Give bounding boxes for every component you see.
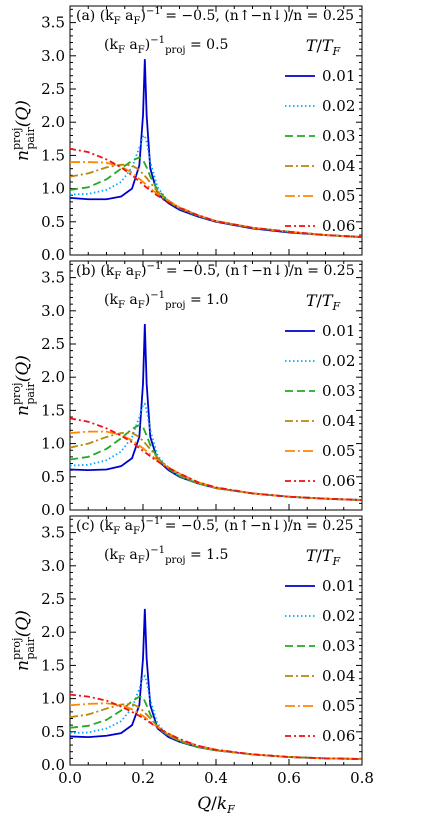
series-line-0.06 bbox=[69, 417, 363, 501]
legend-label-0.04: 0.04 bbox=[322, 667, 355, 685]
legend-title: T/TF bbox=[306, 291, 341, 313]
series-line-0.01 bbox=[69, 59, 363, 238]
series-line-0.05 bbox=[70, 161, 363, 238]
legend-label-0.03: 0.03 bbox=[322, 127, 355, 145]
panel-b: 0.0 0.5 1.0 1.5 2.0 2.5 3.0 3.5 nprojpair(Q) (b) … bbox=[10, 260, 363, 519]
y-tick-label: 3.5 bbox=[41, 14, 65, 32]
legend-label-0.06: 0.06 bbox=[322, 727, 355, 745]
x-tick-label: 0.6 bbox=[277, 769, 301, 787]
legend-label-0.02: 0.02 bbox=[322, 607, 355, 625]
series-line-0.01 bbox=[69, 324, 363, 501]
legend-label-0.06: 0.06 bbox=[322, 217, 355, 235]
legend-label-0.04: 0.04 bbox=[322, 412, 355, 430]
y-axis-title: nprojpair(Q) bbox=[10, 355, 37, 416]
panel-annotation-2: (kF​ aF​)−1​proj​ = 1.0 bbox=[104, 290, 228, 311]
y-tick-label: 0.0 bbox=[41, 756, 65, 774]
x-tick-label: 0.0 bbox=[58, 769, 82, 787]
y-tick-label: 0.0 bbox=[41, 501, 65, 519]
y-tick-label: 1.5 bbox=[41, 401, 65, 419]
legend-label-0.03: 0.03 bbox=[322, 382, 355, 400]
series-line-0.03 bbox=[69, 423, 363, 501]
series-line-0.04 bbox=[69, 432, 363, 501]
x-tick-label: 0.4 bbox=[204, 769, 228, 787]
y-tick-label: 3.5 bbox=[41, 524, 65, 542]
series-line-0.01 bbox=[69, 608, 363, 760]
panel-annotation-1: (b) (kF​ aF​)−1​ = −0.5, (n↑−n↓)/n = 0.2… bbox=[76, 261, 355, 282]
legend-label-0.05: 0.05 bbox=[322, 442, 355, 460]
y-tick-label: 1.5 bbox=[41, 656, 65, 674]
y-tick-label: 1.0 bbox=[41, 435, 65, 453]
y-tick-label: 3.0 bbox=[41, 47, 65, 65]
y-tick-label: 2.5 bbox=[41, 590, 65, 608]
panel-annotation-1: (c) (kF​ aF​)−1​ = −0.5, (n↑−n↓)/n = 0.2… bbox=[76, 516, 354, 537]
y-tick-label: 0.0 bbox=[41, 246, 65, 264]
legend-label-0.02: 0.02 bbox=[322, 352, 355, 370]
series-line-0.06 bbox=[69, 147, 363, 238]
legend-title: T/TF bbox=[306, 36, 341, 58]
legend-label-0.04: 0.04 bbox=[322, 157, 355, 175]
legend-label-0.01: 0.01 bbox=[322, 322, 355, 340]
legend-label-0.06: 0.06 bbox=[322, 472, 355, 490]
legend-label-0.01: 0.01 bbox=[322, 577, 355, 595]
y-tick-label: 3.5 bbox=[41, 269, 65, 287]
series-line-0.03 bbox=[69, 156, 363, 238]
panel-annotation-2: (kF​ aF​)−1​proj​ = 1.5 bbox=[104, 545, 228, 566]
y-tick-label: 3.0 bbox=[41, 557, 65, 575]
series-line-0.06 bbox=[69, 693, 363, 760]
y-tick-label: 3.0 bbox=[41, 302, 65, 320]
y-tick-label: 0.5 bbox=[41, 468, 65, 486]
series-line-0.05 bbox=[69, 430, 363, 501]
x-tick-label: 0.8 bbox=[350, 769, 374, 787]
legend-title: T/TF bbox=[306, 546, 341, 568]
y-tick-label: 1.0 bbox=[41, 690, 65, 708]
y-tick-label: 2.0 bbox=[41, 368, 65, 386]
y-tick-label: 2.0 bbox=[41, 113, 65, 131]
panel-a: 0.0 0.5 1.0 1.5 2.0 2.5 3.0 3.5 nprojpair(Q) (a) … bbox=[10, 5, 363, 264]
y-tick-label: 0.5 bbox=[41, 213, 65, 231]
y-tick-label: 2.0 bbox=[41, 623, 65, 641]
series-line-0.02 bbox=[69, 402, 363, 501]
legend-label-0.05: 0.05 bbox=[322, 697, 355, 715]
x-axis-title: Q/kF bbox=[197, 794, 235, 816]
y-tick-label: 1.0 bbox=[41, 180, 65, 198]
panel-annotation-1: (a) (kF​ aF​)−1​ = −0.5, (n↑−n↓)/n = 0.2… bbox=[76, 6, 354, 27]
y-tick-label: 2.5 bbox=[41, 80, 65, 98]
legend-label-0.03: 0.03 bbox=[322, 637, 355, 655]
legend-label-0.05: 0.05 bbox=[322, 187, 355, 205]
panel-annotation-2: (kF​ aF​)−1​proj​ = 0.5 bbox=[104, 35, 228, 56]
series-line-0.04 bbox=[69, 163, 363, 238]
series-line-0.02 bbox=[69, 674, 363, 760]
series-line-0.04 bbox=[69, 702, 363, 760]
y-axis-title: nprojpair(Q) bbox=[10, 100, 37, 161]
y-axis-title: nprojpair(Q) bbox=[10, 610, 37, 671]
y-tick-label: 1.5 bbox=[41, 146, 65, 164]
panel-c: 0.0 0.5 1.0 1.5 2.0 2.5 3.0 3.5 0.0 0.2 0.4 0.6 0.8 n… bbox=[10, 515, 374, 816]
y-tick-label: 2.5 bbox=[41, 335, 65, 353]
y-tick-label: 0.5 bbox=[41, 723, 65, 741]
legend-label-0.02: 0.02 bbox=[322, 97, 355, 115]
x-tick-label: 0.2 bbox=[131, 769, 155, 787]
legend-label-0.01: 0.01 bbox=[322, 67, 355, 85]
